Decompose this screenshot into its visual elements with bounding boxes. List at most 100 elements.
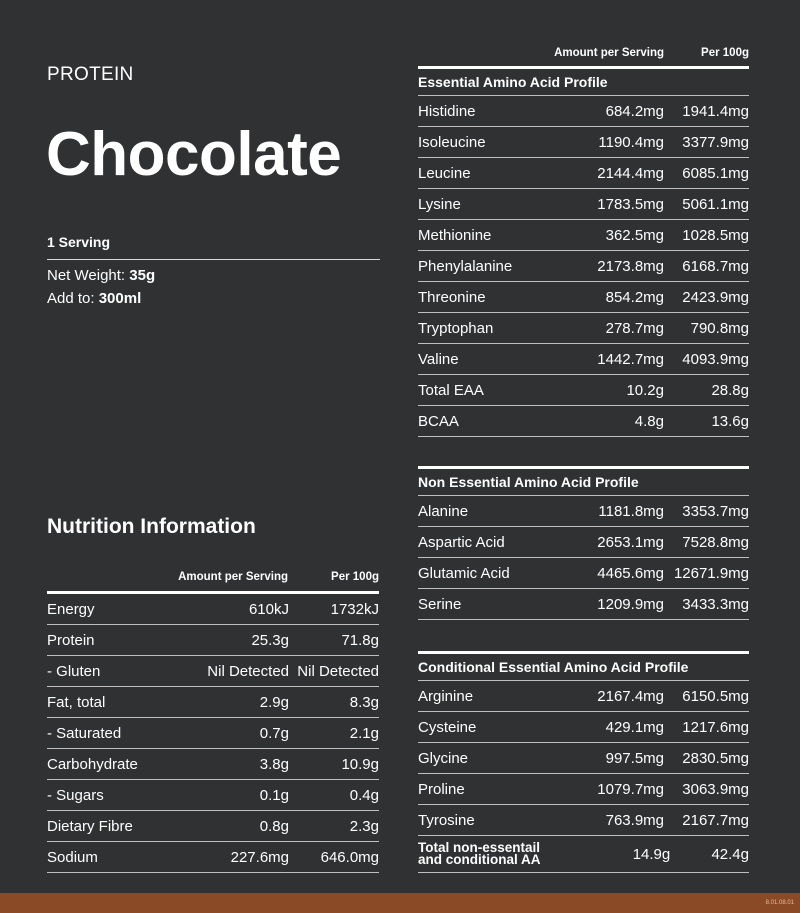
row-per100: 0.4g [349, 786, 379, 804]
row-per100: 3063.9mg [682, 780, 749, 798]
row-name: Dietary Fibre [47, 817, 133, 835]
row-per100: 8.3g [349, 693, 379, 711]
conditional-title: Conditional Essential Amino Acid Profile [418, 654, 749, 681]
total-label-line2: and conditional AA [418, 852, 541, 867]
row-name: Carbohydrate [47, 755, 138, 773]
row-per100: 2.1g [349, 724, 379, 742]
row-name: Histidine [418, 102, 476, 120]
table-row: Proline 1079.7mg 3063.9mg [418, 774, 749, 805]
row-serving: 10.2g [626, 381, 664, 399]
row-per100: 5061.1mg [682, 195, 749, 213]
table-row: Histidine 684.2mg 1941.4mg [418, 96, 749, 127]
table-row: Serine 1209.9mg 3433.3mg [418, 589, 749, 620]
conditional-amino-table: Conditional Essential Amino Acid Profile… [418, 651, 749, 873]
row-serving: 1079.7mg [597, 780, 664, 798]
row-per100: 10.9g [341, 755, 379, 773]
row-per100: 1941.4mg [682, 102, 749, 120]
table-row: Aspartic Acid 2653.1mg 7528.8mg [418, 527, 749, 558]
row-serving: 25.3g [251, 631, 289, 649]
row-serving: 2.9g [259, 693, 289, 711]
add-to: Add to: 300ml [47, 290, 141, 307]
row-name: Tryptophan [418, 319, 494, 337]
row-serving: 1783.5mg [597, 195, 664, 213]
nutrition-table-top-rule [47, 591, 379, 594]
row-name: Fat, total [47, 693, 106, 711]
row-name: Isoleucine [418, 133, 486, 151]
row-serving: 763.9mg [605, 811, 664, 829]
non-essential-title: Non Essential Amino Acid Profile [418, 469, 749, 496]
row-serving: 610kJ [248, 600, 289, 618]
row-per100: 790.8mg [690, 319, 749, 337]
row-serving: Nil Detected [207, 662, 289, 680]
row-name: - Sugars [47, 786, 104, 804]
row-serving: 684.2mg [605, 102, 664, 120]
row-name: Protein [47, 631, 95, 649]
row-per100: 13.6g [711, 412, 749, 430]
row-per100: 2830.5mg [682, 749, 749, 767]
table-row: Lysine 1783.5mg 5061.1mg [418, 189, 749, 220]
row-serving: 1181.8mg [598, 502, 664, 520]
row-serving: 429.1mg [605, 718, 664, 736]
table-row: Dietary Fibre 0.8g 2.3g [47, 811, 379, 842]
nutrition-col-100g: Per 100g [331, 571, 379, 583]
non-essential-top-rule [418, 466, 749, 469]
table-row: Alanine 1181.8mg 3353.7mg [418, 496, 749, 527]
essential-top-rule [418, 66, 749, 69]
row-name: Methionine [418, 226, 492, 244]
row-per100: 1732kJ [330, 600, 379, 618]
net-weight-value: 35g [129, 267, 156, 284]
row-per100: 2167.7mg [682, 811, 749, 829]
row-serving: 0.7g [259, 724, 289, 742]
net-weight-label: Net Weight: [47, 267, 126, 284]
row-name: Alanine [418, 502, 469, 520]
row-per100: 3353.7mg [682, 502, 749, 520]
row-serving: 2144.4mg [597, 164, 664, 182]
table-row: Leucine 2144.4mg 6085.1mg [418, 158, 749, 189]
row-name: Energy [47, 600, 95, 618]
row-per100: 6150.5mg [682, 687, 749, 705]
row-serving: 854.2mg [605, 288, 664, 306]
table-row: Glutamic Acid 4465.6mg 12671.9mg [418, 558, 749, 589]
essential-title: Essential Amino Acid Profile [418, 69, 749, 96]
row-name: Glycine [418, 749, 469, 767]
row-serving: 227.6mg [230, 848, 289, 866]
row-serving: 4465.6mg [597, 564, 664, 582]
non-essential-amino-table: Non Essential Amino Acid Profile Alanine… [418, 466, 749, 620]
conditional-total-per100: 42.4g [711, 845, 749, 863]
row-name: Aspartic Acid [418, 533, 505, 551]
row-serving: 278.7mg [605, 319, 664, 337]
table-row: Isoleucine 1190.4mg 3377.9mg [418, 127, 749, 158]
table-row: Energy 610kJ 1732kJ [47, 594, 379, 625]
table-row: Sodium 227.6mg 646.0mg [47, 842, 379, 873]
table-row: Protein 25.3g 71.8g [47, 625, 379, 656]
row-per100: 28.8g [711, 381, 749, 399]
footer-code: 8.01.08.01 [765, 900, 794, 906]
total-label-line1: Total non-essentail [418, 840, 541, 855]
table-row: Arginine 2167.4mg 6150.5mg [418, 681, 749, 712]
table-row: Glycine 997.5mg 2830.5mg [418, 743, 749, 774]
table-row: Fat, total 2.9g 8.3g [47, 687, 379, 718]
row-name: Serine [418, 595, 462, 613]
table-row: - Gluten Nil Detected Nil Detected [47, 656, 379, 687]
row-name: Valine [418, 350, 459, 368]
conditional-total-row: Total non-essentail and conditional AA 1… [418, 836, 749, 873]
table-row: Threonine 854.2mg 2423.9mg [418, 282, 749, 313]
table-row: Valine 1442.7mg 4093.9mg [418, 344, 749, 375]
row-name: Leucine [418, 164, 471, 182]
row-serving: 0.1g [259, 786, 289, 804]
row-per100: 6168.7mg [682, 257, 749, 275]
row-per100: 3377.9mg [682, 133, 749, 151]
row-per100: 2423.9mg [682, 288, 749, 306]
table-row: Phenylalanine 2173.8mg 6168.7mg [418, 251, 749, 282]
row-serving: 1209.9mg [597, 595, 664, 613]
essential-amino-table: Essential Amino Acid Profile Histidine 68… [418, 66, 749, 437]
row-per100: 3433.3mg [682, 595, 749, 613]
table-row: Tyrosine 763.9mg 2167.7mg [418, 805, 749, 836]
row-name: Glutamic Acid [418, 564, 510, 582]
row-per100: 646.0mg [320, 848, 379, 866]
row-serving: 1190.4mg [598, 133, 664, 151]
serving-label: 1 Serving [47, 234, 111, 250]
row-per100: 1028.5mg [682, 226, 749, 244]
row-name: Tyrosine [418, 811, 475, 829]
row-per100: Nil Detected [297, 662, 379, 680]
